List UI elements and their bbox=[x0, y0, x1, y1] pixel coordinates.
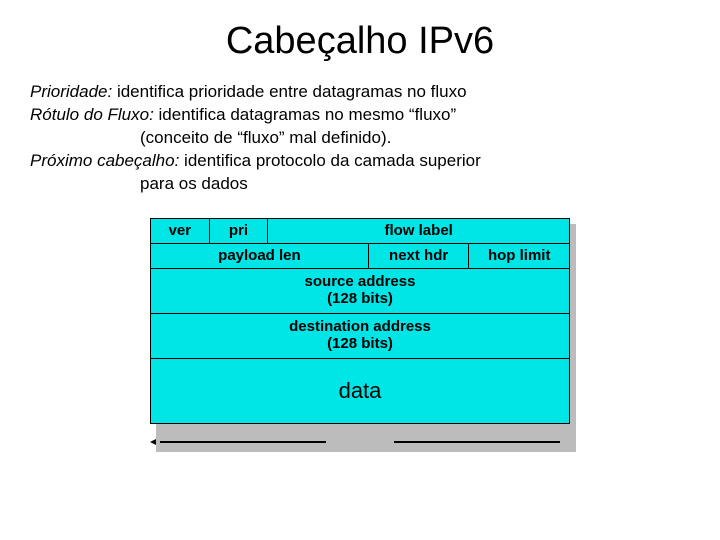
text-rotulo-cont: (conceito de “fluxo” mal definido). bbox=[30, 127, 690, 150]
packet-table: ver pri flow label payload len next hdr … bbox=[150, 218, 570, 424]
term-proximo: Próximo cabeçalho: bbox=[30, 151, 179, 170]
text-prioridade: identifica prioridade entre datagramas n… bbox=[112, 82, 466, 101]
packet-row-data: data bbox=[151, 358, 570, 423]
field-hop-limit: hop limit bbox=[469, 243, 570, 268]
term-prioridade: Prioridade: bbox=[30, 82, 112, 101]
field-payload-len: payload len bbox=[151, 243, 369, 268]
field-ver: ver bbox=[151, 218, 210, 243]
packet-row-1: ver pri flow label bbox=[151, 218, 570, 243]
arrow-bar-right bbox=[394, 441, 560, 443]
packet-row-2: payload len next hdr hop limit bbox=[151, 243, 570, 268]
ipv6-header-diagram: ver pri flow label payload len next hdr … bbox=[150, 218, 570, 451]
desc-line-prioridade: Prioridade: identifica prioridade entre … bbox=[30, 81, 690, 104]
packet-row-src: source address(128 bits) bbox=[151, 268, 570, 313]
description-block: Prioridade: identifica prioridade entre … bbox=[30, 81, 690, 196]
field-destination-address: destination address(128 bits) bbox=[151, 313, 570, 358]
field-flow-label: flow label bbox=[268, 218, 570, 243]
field-pri: pri bbox=[209, 218, 268, 243]
page-title: Cabeçalho IPv6 bbox=[30, 20, 690, 63]
desc-line-proximo: Próximo cabeçalho: identifica protocolo … bbox=[30, 150, 690, 173]
packet-row-dst: destination address(128 bits) bbox=[151, 313, 570, 358]
arrow-bar-left bbox=[160, 441, 326, 443]
field-data: data bbox=[151, 358, 570, 423]
text-proximo: identifica protocolo da camada superior bbox=[179, 151, 480, 170]
text-proximo-cont: para os dados bbox=[30, 173, 690, 196]
term-rotulo: Rótulo do Fluxo: bbox=[30, 105, 154, 124]
field-source-address: source address(128 bits) bbox=[151, 268, 570, 313]
desc-line-rotulo: Rótulo do Fluxo: identifica datagramas n… bbox=[30, 104, 690, 127]
field-next-hdr: next hdr bbox=[368, 243, 469, 268]
text-rotulo: identifica datagramas no mesmo “fluxo” bbox=[154, 105, 456, 124]
